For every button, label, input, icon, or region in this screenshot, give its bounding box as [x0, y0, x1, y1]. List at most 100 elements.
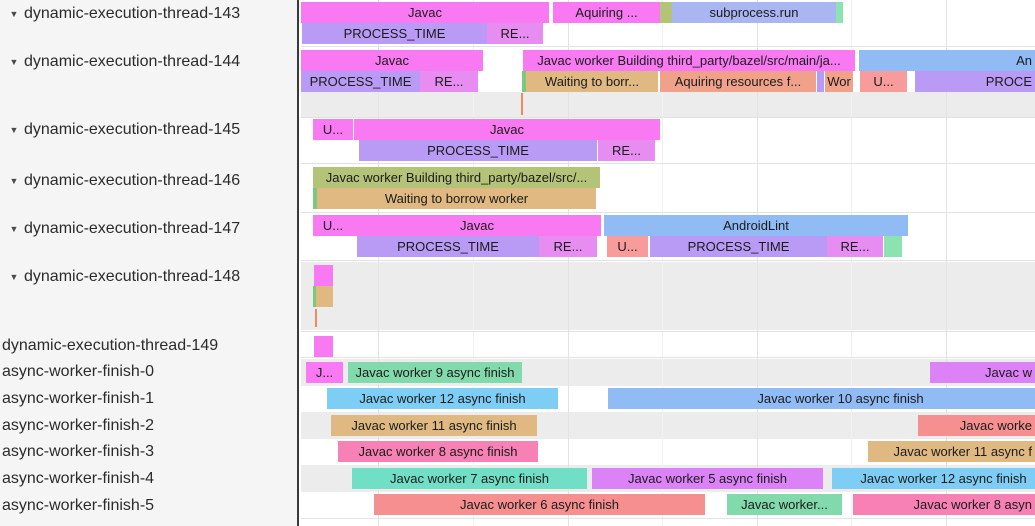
sidebar-item-dynamic-execution-thread-148[interactable]: ▼ dynamic-execution-thread-148 — [0, 268, 241, 286]
trace-span[interactable]: Javac worker Building third_party/bazel/… — [313, 167, 600, 188]
track-name-label: async-worker-finish-0 — [2, 363, 155, 380]
trace-span[interactable]: Javac worker 7 async finish — [352, 468, 587, 489]
sidebar-item-dynamic-execution-thread-146[interactable]: ▼ dynamic-execution-thread-146 — [0, 172, 241, 190]
sidebar-item-async-worker-finish-4[interactable]: async-worker-finish-4 — [0, 470, 154, 488]
sidebar-item-async-worker-finish-1[interactable]: async-worker-finish-1 — [0, 390, 154, 408]
track-name-label: dynamic-execution-thread-147 — [24, 220, 241, 237]
collapse-triangle-icon[interactable]: ▼ — [9, 57, 19, 67]
trace-span[interactable]: RE... — [827, 236, 883, 257]
track-name-label: dynamic-execution-thread-149 — [2, 337, 219, 354]
time-gridline — [378, 0, 379, 526]
sidebar-item-dynamic-execution-thread-149[interactable]: dynamic-execution-thread-149 — [0, 337, 218, 355]
collapse-triangle-icon[interactable]: ▼ — [9, 224, 19, 234]
trace-span[interactable]: Javac worker 11 async finish — [331, 415, 537, 436]
track-name-label: dynamic-execution-thread-148 — [24, 268, 241, 285]
trace-span[interactable]: RE... — [539, 236, 597, 257]
trace-span[interactable]: U... — [860, 71, 907, 92]
track-name-label: dynamic-execution-thread-145 — [24, 121, 241, 138]
trace-span[interactable]: PROCE — [915, 71, 1035, 92]
trace-span[interactable]: Javac — [301, 2, 549, 23]
trace-span[interactable]: PROCESS_TIME — [359, 140, 597, 161]
trace-span[interactable]: Javac w — [930, 362, 1035, 383]
time-gridline — [568, 0, 569, 526]
trace-span-sliver[interactable] — [521, 93, 523, 115]
trace-span-sliver[interactable] — [314, 336, 333, 357]
track-separator — [301, 331, 1035, 332]
trace-span[interactable]: Javac worke — [918, 415, 1035, 436]
sidebar-item-async-worker-finish-2[interactable]: async-worker-finish-2 — [0, 417, 154, 435]
trace-span[interactable]: Waiting to borr... — [526, 71, 658, 92]
trace-span[interactable]: Javac worker 10 async finish — [608, 388, 1035, 409]
sidebar-item-async-worker-finish-5[interactable]: async-worker-finish-5 — [0, 497, 154, 515]
time-gridline — [851, 0, 852, 526]
time-gridline — [662, 0, 663, 526]
trace-span[interactable]: RE... — [420, 71, 478, 92]
trace-span-sliver[interactable] — [522, 71, 526, 92]
trace-span-sliver[interactable] — [884, 236, 902, 257]
track-separator — [301, 260, 1035, 261]
trace-span[interactable]: AndroidLint — [604, 215, 908, 236]
trace-span[interactable]: Javac — [354, 119, 660, 140]
collapse-triangle-icon[interactable]: ▼ — [9, 125, 19, 135]
trace-span[interactable]: Wor — [825, 71, 853, 92]
track-name-label: dynamic-execution-thread-143 — [24, 5, 241, 22]
trace-span-sliver[interactable] — [313, 286, 316, 307]
sidebar-item-dynamic-execution-thread-143[interactable]: ▼ dynamic-execution-thread-143 — [0, 5, 241, 23]
trace-span[interactable]: Javac worker 12 async finish — [832, 468, 1035, 489]
track-name-sidebar: ▼ dynamic-execution-thread-143 ▼ dynamic-ex… — [0, 0, 299, 526]
trace-span[interactable]: Aquiring ... — [553, 2, 660, 23]
sidebar-item-dynamic-execution-thread-147[interactable]: ▼ dynamic-execution-thread-147 — [0, 220, 241, 238]
trace-span[interactable]: PROCESS_TIME — [301, 71, 420, 92]
row-background-stripe — [301, 92, 1035, 117]
track-name-label: dynamic-execution-thread-146 — [24, 172, 241, 189]
trace-span[interactable]: Aquiring resources f... — [660, 71, 816, 92]
trace-span[interactable]: Javac worker 12 async finish — [327, 388, 558, 409]
trace-span-sliver[interactable] — [313, 188, 317, 209]
trace-span[interactable]: U... — [313, 119, 353, 140]
trace-span[interactable]: PROCESS_TIME — [650, 236, 827, 257]
sidebar-item-dynamic-execution-thread-144[interactable]: ▼ dynamic-execution-thread-144 — [0, 53, 241, 71]
trace-span[interactable]: J... — [306, 362, 343, 383]
trace-track-area[interactable]: Javac Aquiring ... subprocess.run PROCESS_T… — [301, 0, 1035, 526]
trace-span[interactable]: Javac worker... — [727, 494, 842, 515]
trace-span-sliver[interactable] — [316, 286, 333, 307]
collapse-triangle-icon[interactable]: ▼ — [9, 176, 19, 186]
trace-span[interactable]: Javac — [301, 50, 483, 71]
sidebar-item-async-worker-finish-0[interactable]: async-worker-finish-0 — [0, 363, 154, 381]
trace-span[interactable]: RE... — [598, 140, 655, 161]
row-background-stripe — [301, 262, 1035, 330]
trace-span[interactable]: Javac worker 8 async finish — [338, 441, 538, 462]
track-separator — [301, 117, 1035, 118]
trace-span[interactable]: PROCESS_TIME — [357, 236, 539, 257]
track-name-label: async-worker-finish-3 — [2, 443, 155, 460]
trace-span[interactable]: U... — [607, 236, 648, 257]
trace-span[interactable]: Javac worker 8 asyn — [853, 494, 1035, 515]
collapse-triangle-icon[interactable]: ▼ — [9, 9, 19, 19]
trace-span[interactable]: An — [859, 50, 1035, 71]
trace-span[interactable]: Javac — [353, 215, 601, 236]
trace-span[interactable]: RE... — [487, 23, 543, 44]
track-name-label: async-worker-finish-4 — [2, 470, 155, 487]
trace-span[interactable]: U... — [313, 215, 353, 236]
trace-span[interactable]: Javac worker Building third_party/bazel/… — [523, 50, 855, 71]
trace-span[interactable]: Javac worker 6 async finish — [374, 494, 705, 515]
track-separator — [301, 163, 1035, 164]
trace-span-sliver[interactable] — [315, 309, 317, 327]
trace-span[interactable]: Javac worker 9 async finish — [348, 362, 522, 383]
collapse-triangle-icon[interactable]: ▼ — [9, 272, 19, 282]
trace-span-sliver[interactable] — [660, 2, 672, 23]
trace-span-sliver[interactable] — [314, 265, 333, 286]
time-gridline — [473, 0, 474, 526]
trace-span[interactable]: Javac worker 5 async finish — [592, 468, 823, 489]
sidebar-item-async-worker-finish-3[interactable]: async-worker-finish-3 — [0, 443, 154, 461]
trace-span[interactable]: Waiting to borrow worker — [317, 188, 596, 209]
track-separator — [301, 212, 1035, 213]
trace-span[interactable]: subprocess.run — [672, 2, 836, 23]
trace-span-sliver[interactable] — [817, 71, 824, 92]
trace-span[interactable]: PROCESS_TIME — [302, 23, 487, 44]
trace-span-sliver[interactable] — [836, 2, 843, 23]
track-separator — [301, 46, 1035, 47]
trace-span[interactable]: Javac worker 11 async f — [868, 441, 1035, 462]
sidebar-item-dynamic-execution-thread-145[interactable]: ▼ dynamic-execution-thread-145 — [0, 121, 241, 139]
